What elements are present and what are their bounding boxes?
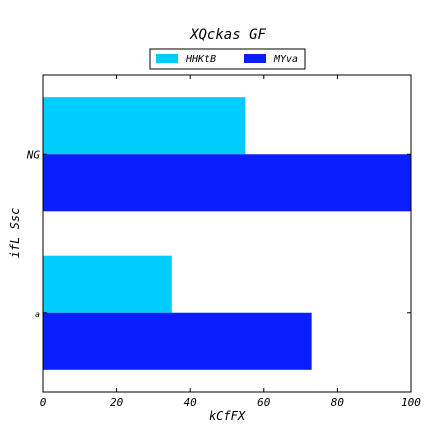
bar-myva-a <box>43 312 312 370</box>
plot-frame <box>42 74 412 393</box>
y-tick-label-a: a <box>35 310 40 319</box>
x-tick-label: 20 <box>110 396 124 409</box>
legend-frame <box>149 48 306 70</box>
x-axis-label: kCfFX <box>209 409 246 423</box>
bar-hhktb-a <box>43 255 172 313</box>
legend-label-myva: MYva <box>273 54 298 65</box>
x-tick-label: 40 <box>184 396 198 409</box>
x-tick-label: 0 <box>40 396 47 409</box>
x-tick-label: 80 <box>331 396 345 409</box>
y-axis-label: ifL Ssc <box>8 208 22 259</box>
chart-title: XQckas GF <box>189 27 266 43</box>
bar-hhktb-ng <box>43 97 246 155</box>
legend-label-hhktb: HHKtB <box>185 54 216 65</box>
y-tick-label-ng: NG <box>26 148 41 161</box>
x-tick-label: 100 <box>401 396 421 409</box>
x-tick-label: 60 <box>257 396 271 409</box>
legend-swatch-myva <box>244 54 266 63</box>
y-axis-ticks: a NG <box>26 148 411 319</box>
legend-swatch-hhktb <box>156 54 178 63</box>
bar-myva-ng <box>43 154 411 212</box>
x-axis-ticks: 0 20 40 60 80 100 <box>40 75 421 409</box>
bars <box>43 97 411 370</box>
legend: HHKtB MYva <box>149 48 306 70</box>
